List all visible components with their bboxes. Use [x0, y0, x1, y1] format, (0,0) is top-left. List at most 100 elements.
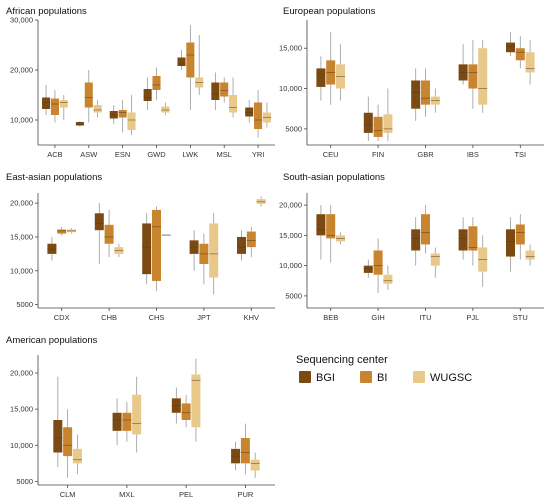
box-body [430, 253, 440, 266]
y-tick-label: 10,000 [279, 84, 302, 93]
box-body [316, 68, 326, 87]
box-body [373, 116, 383, 137]
box-clm-bi [63, 409, 73, 478]
legend: Sequencing center BGI BI WUGSC [296, 354, 472, 384]
box-esn-bi [118, 100, 127, 133]
box-asw-wugsc [93, 100, 102, 118]
box-mxl-wugsc [132, 376, 142, 453]
box-body [152, 76, 161, 90]
box-tsi-bi [515, 36, 525, 69]
box-body [57, 229, 67, 234]
box-tsi-wugsc [525, 40, 535, 85]
box-pur-bgi [231, 441, 241, 471]
box-body [104, 224, 114, 244]
panels: African populations 10,000 20,000 30,000 ACB… [6, 6, 544, 499]
x-tick-label-asw: ASW [80, 150, 98, 159]
y-tick-label: 20,000 [279, 201, 302, 210]
box-body [468, 226, 478, 251]
x-tick-label-itu: ITU [419, 313, 431, 322]
box-body [240, 438, 250, 464]
box-gwd-wugsc [161, 102, 170, 115]
box-asw-bi [84, 70, 93, 123]
box-fin-wugsc [383, 88, 393, 141]
box-body [118, 110, 127, 118]
box-acb-bi [50, 90, 59, 123]
box-body [421, 214, 430, 245]
box-cdx-bi [57, 226, 67, 236]
y-tick-label: 5000 [16, 300, 33, 309]
box-body [122, 412, 132, 431]
box-body [209, 223, 219, 278]
box-fin-bi [373, 104, 383, 141]
box-chb-wugsc [114, 243, 124, 258]
x-tick-label-stu: STU [513, 313, 528, 322]
x-tick-label-acb: ACB [47, 150, 62, 159]
box-body [59, 100, 68, 108]
box-clm-bgi [53, 376, 63, 467]
box-body [143, 89, 152, 101]
x-tick-label-beb: BEB [323, 313, 338, 322]
box-body [250, 459, 260, 471]
box-body [515, 224, 525, 245]
x-tick-label-cdx: CDX [54, 313, 70, 322]
box-body [42, 97, 51, 109]
box-gwd-bgi [143, 77, 152, 110]
y-tick-label: 30,000 [10, 16, 33, 25]
box-lwk-bi [186, 25, 195, 110]
box-lwk-bgi [177, 50, 186, 70]
box-body [72, 448, 82, 464]
box-tsi-bgi [506, 32, 515, 57]
box-body [515, 48, 525, 61]
legend-swatch-bgi [299, 371, 311, 383]
box-cdx-wugsc [67, 228, 76, 234]
panel-title-european: European populations [283, 6, 376, 17]
box-body [161, 234, 171, 236]
box-body [468, 64, 478, 89]
box-clm-wugsc [72, 434, 82, 475]
box-chb-bi [104, 209, 114, 258]
panel-title-south-asian: South-asian populations [283, 172, 385, 183]
box-body [161, 106, 170, 113]
box-gbr-bi [421, 68, 430, 117]
y-tick-label: 20,000 [10, 199, 33, 208]
box-ceu-bgi [316, 56, 326, 101]
box-itu-wugsc [430, 247, 440, 278]
box-fin-bgi [363, 96, 373, 141]
box-body [177, 57, 186, 66]
box-body [84, 82, 93, 108]
box-stu-bi [515, 214, 525, 260]
box-khv-bi [246, 226, 256, 258]
box-body [75, 122, 84, 126]
box-pur-bi [240, 423, 250, 475]
x-tick-label-khv: KHV [244, 313, 259, 322]
box-body [63, 427, 73, 457]
box-pjl-bi [468, 217, 478, 266]
box-asw-bgi [75, 121, 84, 127]
y-tick-label: 5000 [285, 124, 302, 133]
y-tick-label: 20,000 [10, 66, 33, 75]
x-tick-label-pjl: PJL [466, 313, 479, 322]
box-yri-wugsc [262, 102, 271, 128]
box-jpt-wugsc [209, 213, 219, 295]
panel-1: African populations 10,000 20,000 30,000 ACB… [6, 6, 275, 159]
x-tick-label-msl: MSL [217, 150, 232, 159]
legend-label-bi: BI [377, 372, 387, 384]
x-tick-label-clm: CLM [60, 490, 76, 499]
box-gwd-bi [152, 67, 161, 100]
box-body [363, 265, 373, 273]
panel-title-american: American populations [6, 335, 98, 346]
box-body [245, 107, 254, 117]
box-body [53, 420, 63, 453]
box-pur-wugsc [250, 452, 260, 478]
box-msl-bi [220, 77, 229, 103]
legend-label-bgi: BGI [316, 372, 335, 384]
x-tick-label-gih: GIH [371, 313, 384, 322]
box-beb-bgi [316, 205, 326, 260]
box-body [132, 394, 142, 435]
box-mxl-bi [122, 401, 132, 442]
panel-3: East-asian populations 5000 10,000 15,000 20… [6, 172, 275, 322]
x-tick-label-yri: YRI [252, 150, 265, 159]
panel-5: American populations 5000 10,000 15,000 20,0… [6, 335, 275, 499]
box-yri-bgi [245, 100, 254, 123]
